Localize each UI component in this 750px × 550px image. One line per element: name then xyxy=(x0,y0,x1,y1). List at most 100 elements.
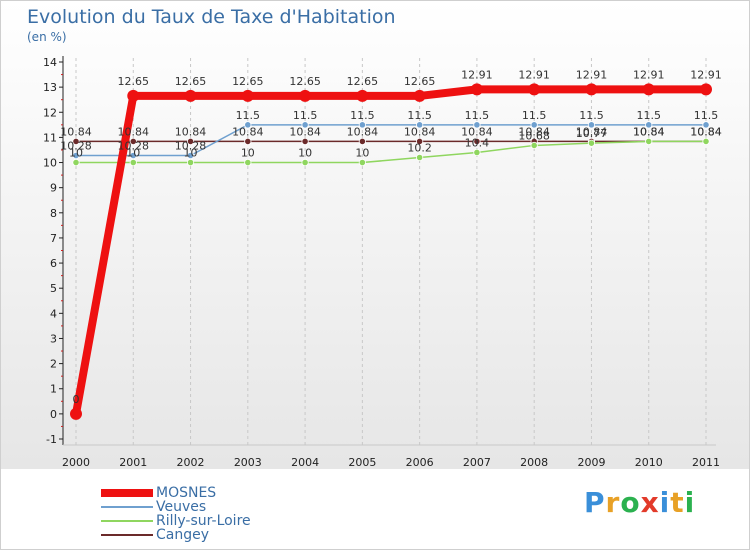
logo-letter: o xyxy=(620,486,641,519)
legend-swatch-rilly xyxy=(101,520,153,522)
data-point-mosnes xyxy=(642,83,655,96)
data-point-rilly-sur-loire xyxy=(244,158,252,167)
data-label-mosnes: 12.65 xyxy=(347,75,379,88)
y-tick-label: 13 xyxy=(43,81,57,94)
data-point-mosnes xyxy=(70,407,82,420)
x-tick-label: 2003 xyxy=(234,456,262,469)
data-label-cangey: 10.84 xyxy=(518,125,550,138)
data-point-rilly-sur-loire xyxy=(473,148,481,157)
data-label-cangey: 10.84 xyxy=(347,125,379,138)
legend-item-veuves: Veuves xyxy=(101,499,401,515)
data-point-veuves xyxy=(129,151,137,160)
legend-swatch-mosnes xyxy=(101,489,153,497)
data-point-mosnes xyxy=(413,89,426,102)
data-label-rilly-sur-loire: 10 xyxy=(184,147,198,160)
y-tick-label: 9 xyxy=(50,182,57,195)
data-point-veuves xyxy=(416,121,424,129)
data-point-rilly-sur-loire xyxy=(358,158,366,167)
data-point-rilly-sur-loire xyxy=(72,158,80,167)
data-label-cangey: 10.84 xyxy=(404,125,436,138)
data-label-veuves: 11.5 xyxy=(350,109,375,122)
logo-letter: P xyxy=(584,486,606,519)
data-label-rilly-sur-loire: 10.4 xyxy=(465,136,490,149)
y-tick-label: 12 xyxy=(43,106,57,119)
data-label-rilly-sur-loire: 10.84 xyxy=(633,125,665,138)
data-label-rilly-sur-loire: 10.2 xyxy=(407,142,432,155)
legend-label-rilly: Rilly-sur-Loire xyxy=(156,513,251,529)
data-point-cangey xyxy=(416,137,424,146)
data-label-cangey: 10.84 xyxy=(232,125,264,138)
legend-label-cangey: Cangey xyxy=(156,527,210,543)
logo-letter: r xyxy=(605,486,621,519)
data-point-rilly-sur-loire xyxy=(129,158,137,167)
logo-letter: t xyxy=(670,486,685,519)
legend-item-cangey: Cangey xyxy=(101,527,401,543)
data-point-veuves xyxy=(645,121,653,129)
data-label-cangey: 10.84 xyxy=(576,125,608,138)
data-point-veuves xyxy=(301,121,309,129)
data-label-cangey: 10.84 xyxy=(633,125,665,138)
x-tick-label: 2007 xyxy=(463,456,491,469)
plot-background xyxy=(1,1,749,469)
data-label-mosnes: 12.91 xyxy=(690,68,722,81)
series-line-rilly-sur-loire xyxy=(75,140,707,164)
legend: MOSNES Veuves Rilly-sur-Loire Cangey xyxy=(101,485,401,543)
data-point-rilly-sur-loire xyxy=(702,137,710,146)
x-tick-label: 2010 xyxy=(635,456,663,469)
data-label-mosnes: 12.91 xyxy=(518,68,550,81)
data-label-mosnes: 12.91 xyxy=(461,68,493,81)
data-label-veuves: 11.5 xyxy=(293,109,318,122)
legend-label-mosnes: MOSNES xyxy=(156,485,217,501)
y-tick-label: 7 xyxy=(50,232,57,245)
y-tick-label: 4 xyxy=(50,307,57,320)
data-label-rilly-sur-loire: 10 xyxy=(355,147,369,160)
data-point-veuves xyxy=(473,121,481,129)
data-point-cangey xyxy=(129,137,137,146)
data-point-mosnes xyxy=(470,83,483,96)
data-point-rilly-sur-loire xyxy=(587,139,596,147)
data-label-veuves: 11.5 xyxy=(407,109,432,122)
data-point-mosnes xyxy=(184,89,197,102)
x-tick-label: 2001 xyxy=(119,456,147,469)
series-line-veuves xyxy=(75,124,707,157)
data-point-cangey xyxy=(301,137,309,146)
y-tick-label: 8 xyxy=(50,207,57,220)
data-label-mosnes: 12.65 xyxy=(232,75,264,88)
data-label-rilly-sur-loire: 10 xyxy=(241,147,255,160)
y-tick-label: 2 xyxy=(50,358,57,371)
data-point-rilly-sur-loire xyxy=(301,158,309,167)
data-point-veuves xyxy=(244,121,252,129)
legend-swatch-cangey xyxy=(101,534,153,536)
x-tick-label: 2006 xyxy=(406,456,434,469)
data-point-mosnes xyxy=(241,89,254,102)
x-tick-label: 2009 xyxy=(577,456,605,469)
data-point-mosnes xyxy=(356,89,369,102)
data-label-cangey: 10.84 xyxy=(118,125,150,138)
chart-title: Evolution du Taux de Taxe d'Habitation xyxy=(27,6,396,28)
legend-item-mosnes: MOSNES xyxy=(101,485,401,501)
x-tick-label: 2004 xyxy=(291,456,319,469)
data-label-rilly-sur-loire: 10 xyxy=(69,147,83,160)
x-tick-label: 2002 xyxy=(177,456,205,469)
data-label-mosnes: 12.65 xyxy=(118,75,150,88)
logo-letter: x xyxy=(640,486,660,519)
data-label-mosnes: 12.65 xyxy=(404,75,436,88)
data-point-rilly-sur-loire xyxy=(416,153,424,162)
x-tick-label: 2011 xyxy=(692,456,720,469)
data-label-rilly-sur-loire: 10.84 xyxy=(690,125,722,138)
legend-label-veuves: Veuves xyxy=(156,499,207,515)
data-point-cangey xyxy=(72,137,80,146)
data-point-cangey xyxy=(473,137,481,146)
data-label-rilly-sur-loire: 10.68 xyxy=(518,129,550,142)
x-tick-label: 2000 xyxy=(62,456,90,469)
chart-subtitle: (en %) xyxy=(27,30,67,44)
y-tick-label: -1 xyxy=(46,433,57,446)
y-tick-label: 1 xyxy=(50,383,57,396)
logo-letter: i xyxy=(659,486,671,519)
data-label-cangey: 10.84 xyxy=(461,125,493,138)
data-point-mosnes xyxy=(528,83,541,96)
y-tick-label: 11 xyxy=(43,131,57,144)
data-point-rilly-sur-loire xyxy=(645,137,653,146)
